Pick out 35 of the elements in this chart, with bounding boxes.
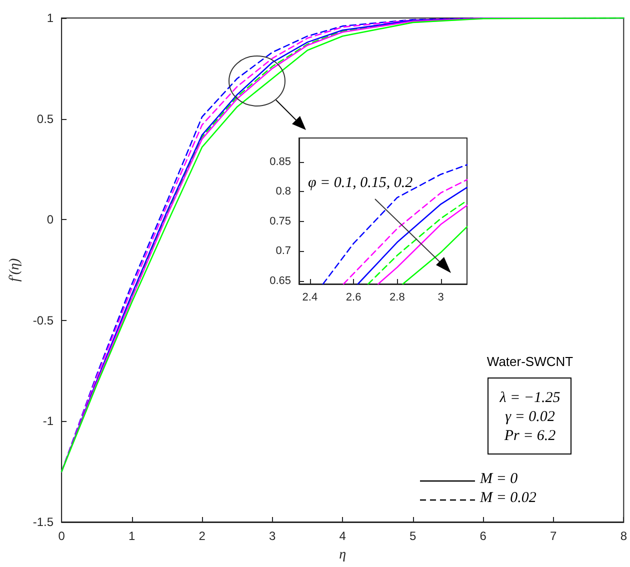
annotation: φ = 0.1, 0.15, 0.2 xyxy=(308,174,413,192)
x-tick-label: 4 xyxy=(339,529,346,543)
y-axis-title: f′(η) xyxy=(8,258,22,282)
annotation: λ = −1.25 xyxy=(498,389,562,407)
y-tick-label: -1 xyxy=(42,414,54,428)
x-axis-title: η xyxy=(339,548,346,562)
x-tick-label: 2.4 xyxy=(302,292,318,304)
y-tick-label: 0.65 xyxy=(270,275,291,288)
y-tick-label: 0.8 xyxy=(276,186,291,198)
x-tick-label: 2 xyxy=(198,529,206,543)
x-tick-label: 7 xyxy=(550,529,558,543)
y-tick-label: 0.7 xyxy=(276,245,291,258)
y-tick-label: 0.5 xyxy=(36,112,54,126)
x-tick-label: 1 xyxy=(128,529,136,543)
y-tick-label: 0.85 xyxy=(270,156,291,168)
x-tick-label: 3 xyxy=(438,292,444,304)
line-series xyxy=(322,164,468,285)
annotation: M = 0.02 xyxy=(480,489,536,507)
x-tick-label: 5 xyxy=(410,529,417,543)
annotation: γ = 0.02 xyxy=(504,408,556,426)
annotation: Water-SWCNT xyxy=(486,353,574,371)
x-tick-label: 0 xyxy=(58,529,66,543)
y-tick-label: 0.75 xyxy=(270,215,291,228)
x-tick-label: 6 xyxy=(480,529,487,543)
y-tick-label: -0.5 xyxy=(32,313,54,328)
x-tick-label: 8 xyxy=(620,529,628,543)
line-series xyxy=(378,204,468,285)
annotation: Pr = 6.2 xyxy=(503,427,557,445)
annotation: M = 0 xyxy=(480,470,518,488)
x-tick-label: 2.6 xyxy=(346,292,362,304)
y-tick-label: 1 xyxy=(46,11,54,25)
x-tick-label: 2.8 xyxy=(390,292,405,304)
y-tick-label: -1.5 xyxy=(32,515,54,529)
y-tick-label: 0 xyxy=(46,212,54,227)
x-tick-label: 3 xyxy=(269,529,276,543)
